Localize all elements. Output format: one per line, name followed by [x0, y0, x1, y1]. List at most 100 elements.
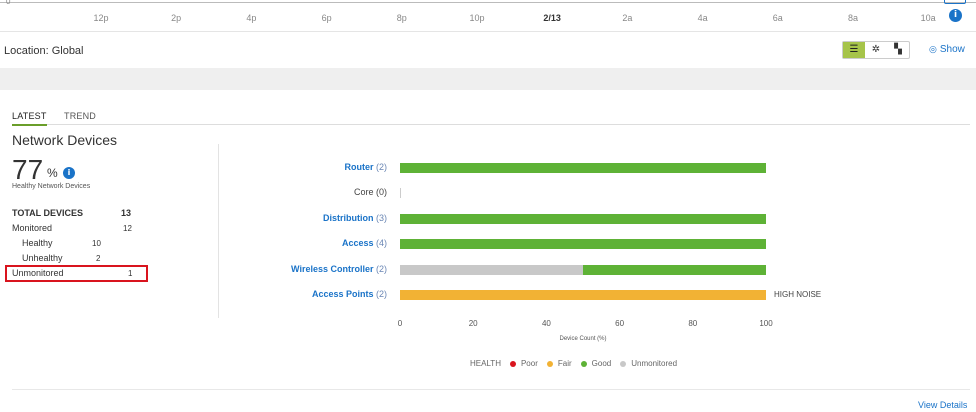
map-view-button[interactable]: ▚ [887, 42, 909, 58]
location-label: Location: Global [4, 45, 84, 57]
bar-annotation: HIGH NOISE [774, 290, 822, 299]
section-divider-band [0, 68, 976, 90]
timeline-axis [0, 0, 976, 3]
category-label[interactable]: Router (2) [345, 162, 388, 172]
x-tick-label: 100 [759, 319, 773, 329]
legend-dot [546, 360, 553, 367]
healthy-value: 10 [92, 239, 101, 248]
category-count: (0) [376, 187, 387, 198]
bar-good[interactable] [400, 163, 766, 173]
bar-good[interactable] [400, 213, 766, 224]
category-count: (2) [376, 162, 387, 172]
x-tick-label: 80 [688, 319, 698, 329]
map-icon: ▚ [894, 44, 902, 55]
unmonitored-highlight-box [5, 265, 148, 282]
footer-divider [12, 389, 970, 390]
unmonitored-value: 1 [128, 269, 133, 278]
category-label[interactable]: Access (4) [342, 238, 387, 248]
legend-item: Fair [546, 359, 572, 368]
legend-title: HEALTH [470, 359, 501, 368]
list-icon: ☰ [849, 44, 859, 55]
time-slider[interactable]: 0 12p 2p 4p 6p 8p 10p 2/13 2a 4a 6a 8a 10a i [0, 0, 976, 32]
topology-icon: ✲ [871, 44, 881, 55]
info-icon[interactable]: i [949, 9, 962, 22]
category-name: Wireless Controller [291, 263, 376, 274]
health-caption: Healthy Network Devices [12, 183, 91, 190]
legend-dot [620, 360, 627, 367]
tab-bar: LATEST TREND [12, 111, 970, 126]
legend-label: Good [591, 359, 612, 368]
legend-item: Poor [509, 359, 538, 368]
timeline-tick: 6a [772, 13, 783, 23]
timeline-tick: 8a [847, 13, 859, 23]
device-health-chart: Router (2) Core (0) Distribution (3) Access… [220, 150, 976, 390]
x-tick-label: 20 [468, 319, 478, 329]
view-toggle: ☰ ✲ ▚ [842, 41, 910, 59]
timeline-left-label: 0 [6, 0, 11, 6]
legend-dot [509, 360, 516, 367]
x-tick-label: 60 [615, 319, 625, 329]
bar-empty [400, 188, 401, 199]
monitored-value: 12 [123, 224, 132, 233]
timeline-tick: 2a [622, 13, 633, 23]
x-tick-label: 0 [397, 319, 403, 329]
legend-label: Fair [557, 359, 572, 368]
timeline-tick: 10p [469, 13, 485, 23]
category-name: Distribution [323, 212, 376, 223]
category-count: (3) [376, 212, 387, 223]
category-name: Core [353, 187, 376, 198]
timeline-tick: 4p [246, 13, 257, 23]
bar-good[interactable] [400, 239, 766, 250]
total-devices-value: 13 [121, 208, 132, 218]
health-percent-unit: % [47, 166, 58, 180]
legend-dot [580, 360, 587, 367]
total-devices-label: TOTAL DEVICES [12, 208, 84, 218]
legend-item: Unmonitored [620, 359, 677, 368]
tab-latest[interactable]: LATEST [12, 111, 47, 126]
vertical-divider [218, 144, 219, 318]
location-bar: Location: Global ☰ ✲ ▚ ◎ Show [0, 32, 976, 68]
bar-good[interactable] [583, 264, 766, 275]
category-name: Router [344, 162, 376, 172]
category-label[interactable]: Wireless Controller (2) [291, 264, 387, 274]
x-tick-label: 40 [541, 319, 551, 329]
category-label: Core (0) [354, 187, 387, 197]
timeline-tick: 4a [697, 13, 708, 23]
tab-trend[interactable]: TREND [64, 111, 96, 121]
category-count: (2) [376, 263, 387, 274]
show-link[interactable]: ◎ Show [929, 44, 965, 55]
network-devices-summary: Network Devices 77 % i Healthy Network D… [12, 132, 212, 278]
category-label[interactable]: Access Points (2) [312, 289, 387, 299]
x-axis-title: Device Count (%) [559, 336, 607, 343]
bar-unmonitored[interactable] [400, 264, 583, 275]
view-details-link[interactable]: View Details [918, 400, 968, 410]
unhealthy-value: 2 [96, 254, 101, 263]
timeline-tick: 2/13 [543, 13, 561, 23]
category-name: Access Points [311, 289, 376, 299]
timeline-handle[interactable] [944, 0, 966, 4]
unhealthy-label[interactable]: Unhealthy [22, 253, 63, 263]
category-count: (2) [376, 289, 387, 299]
topology-view-button[interactable]: ✲ [865, 42, 887, 58]
summary-title: Network Devices [12, 132, 118, 148]
unmonitored-label[interactable]: Unmonitored [12, 268, 64, 278]
timeline-tick: 12p [93, 13, 109, 23]
health-percent: 77 [12, 154, 44, 185]
category-count: (4) [376, 238, 387, 249]
category-name: Access [341, 238, 376, 249]
timeline-tick: 8p [396, 13, 407, 23]
bar-fair[interactable] [400, 290, 766, 300]
monitored-label: Monitored [12, 223, 53, 233]
timeline-tick: 2p [171, 13, 182, 23]
eye-icon: ◎ [929, 45, 937, 55]
list-view-button[interactable]: ☰ [843, 42, 865, 58]
show-link-label: Show [939, 44, 965, 55]
chart-legend: HEALTH Poor Fair Good Unmonitored [470, 359, 677, 368]
category-label[interactable]: Distribution (3) [323, 213, 387, 223]
legend-item: Good [580, 359, 612, 368]
healthy-label[interactable]: Healthy [22, 238, 53, 248]
health-info-icon[interactable]: i [63, 167, 75, 179]
legend-label: Poor [520, 359, 538, 368]
timeline-tick: 6p [321, 13, 332, 23]
legend-label: Unmonitored [631, 359, 678, 368]
